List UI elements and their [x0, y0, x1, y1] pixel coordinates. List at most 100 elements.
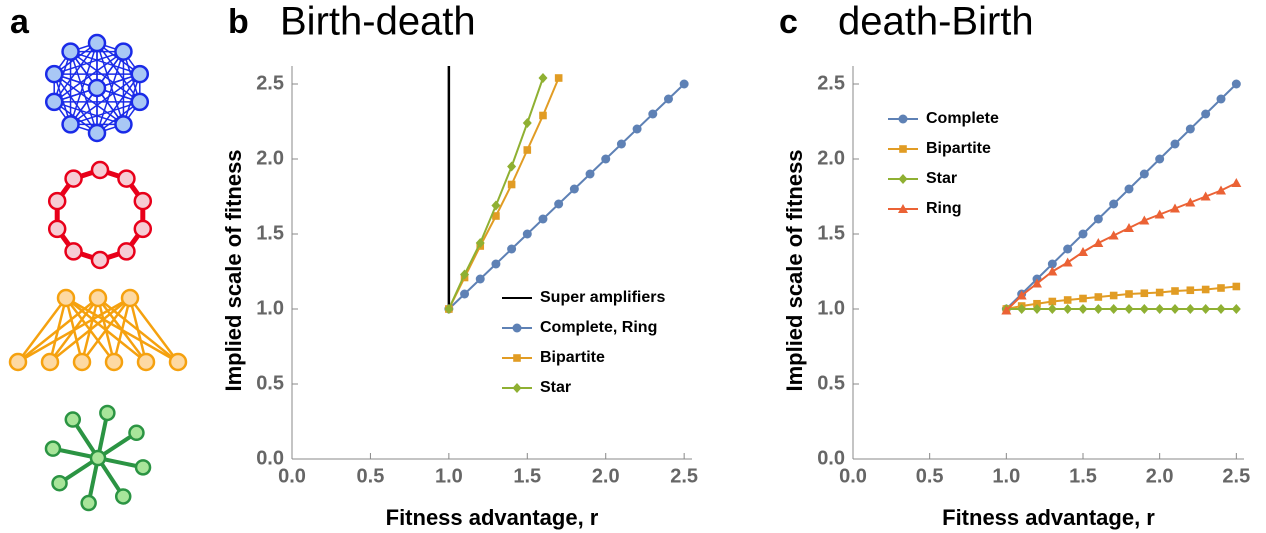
- point: [1139, 215, 1150, 225]
- point: [475, 274, 485, 284]
- point: [1186, 286, 1195, 295]
- graph-node: [133, 219, 153, 239]
- series-line: [447, 77, 560, 310]
- panel-label: a: [10, 3, 30, 41]
- x-tick-label: 0.5: [357, 465, 385, 487]
- point: [1124, 223, 1134, 232]
- graph-edge: [129, 297, 179, 363]
- point: [1047, 304, 1057, 314]
- y-tick-label: 1.5: [256, 222, 284, 244]
- x-axis-label: Fitness advantage, r: [942, 505, 1155, 530]
- graph-node: [168, 352, 188, 372]
- legend-marker: [898, 204, 908, 213]
- graph-edge: [96, 73, 141, 134]
- point: [1139, 304, 1149, 314]
- point: [1185, 197, 1196, 207]
- graph-node: [44, 92, 64, 112]
- graph-node: [8, 352, 28, 372]
- point: [538, 73, 548, 83]
- point: [492, 212, 500, 220]
- graph-node: [51, 474, 68, 492]
- series-line: [1006, 285, 1237, 310]
- legend-marker: [513, 354, 521, 362]
- graph-node: [117, 169, 136, 188]
- point: [1108, 230, 1119, 240]
- point: [1171, 287, 1179, 295]
- point: [1016, 290, 1027, 300]
- point: [569, 184, 579, 194]
- x-tick-label: 1.0: [992, 465, 1020, 487]
- point: [1109, 199, 1119, 209]
- point: [1001, 305, 1012, 315]
- graph-node: [89, 449, 107, 467]
- point: [1201, 304, 1211, 314]
- point: [1093, 214, 1103, 224]
- x-tick-label: 2.0: [1146, 465, 1174, 487]
- graph-node: [64, 411, 82, 428]
- x-axis-label: Fitness advantage, r: [386, 505, 599, 530]
- point: [648, 109, 658, 119]
- point: [1063, 296, 1072, 304]
- x-tick-label: 0.5: [916, 465, 944, 487]
- point: [1155, 154, 1165, 164]
- point: [539, 111, 547, 120]
- x-tick-label: 0.0: [278, 465, 306, 487]
- graph-edge: [53, 73, 98, 134]
- y-tick-label: 2.5: [256, 72, 284, 94]
- point: [491, 259, 501, 269]
- graph-edge: [70, 101, 141, 126]
- y-tick-label: 2.0: [817, 147, 845, 169]
- point: [1078, 247, 1088, 256]
- point: [1170, 139, 1180, 149]
- graph-edge: [81, 297, 131, 363]
- graph-node: [47, 191, 67, 211]
- series: [444, 73, 548, 314]
- legend-marker: [512, 323, 522, 333]
- graph-edge: [70, 50, 141, 103]
- point: [1125, 290, 1133, 298]
- graph-node: [87, 78, 107, 98]
- legend-label: Complete, Ring: [540, 319, 657, 336]
- point: [444, 304, 454, 314]
- graph-node: [117, 242, 136, 261]
- point: [1201, 285, 1210, 294]
- point: [1078, 229, 1088, 239]
- point: [522, 118, 532, 128]
- x-tick-label: 1.0: [435, 465, 463, 487]
- x-tick-label: 0.0: [839, 465, 867, 487]
- point: [1231, 304, 1241, 314]
- point: [1079, 294, 1087, 303]
- point: [1124, 304, 1134, 314]
- y-tick-label: 0.0: [256, 447, 284, 469]
- y-tick-label: 0.5: [256, 372, 284, 394]
- point: [601, 154, 611, 164]
- y-axis-label: Implied scale of fitness: [221, 149, 246, 391]
- graph-node: [64, 169, 83, 188]
- point: [1200, 191, 1211, 201]
- graph-node: [44, 440, 62, 457]
- point: [460, 269, 470, 280]
- graph-edge: [96, 42, 141, 103]
- point: [1140, 289, 1149, 298]
- point: [1185, 304, 1195, 314]
- y-tick-label: 2.5: [817, 72, 845, 94]
- y-axis-label: Implied scale of fitness: [782, 149, 807, 391]
- graph-node: [120, 288, 140, 308]
- series: [1001, 178, 1242, 315]
- legend-label: Complete: [926, 110, 999, 127]
- graph-node: [114, 488, 132, 505]
- y-tick-label: 1.0: [256, 297, 284, 319]
- graph-node: [87, 33, 107, 53]
- series: [444, 79, 689, 314]
- graph-edge: [70, 50, 141, 75]
- legend-label: Star: [926, 170, 957, 187]
- point: [585, 169, 595, 179]
- point: [1033, 299, 1041, 308]
- point: [1109, 304, 1119, 314]
- graph-edge: [53, 101, 124, 126]
- legend-label: Bipartite: [926, 140, 991, 157]
- panel-label: b: [228, 3, 249, 41]
- legend-label: Super amplifiers: [540, 289, 665, 306]
- point: [1216, 94, 1226, 104]
